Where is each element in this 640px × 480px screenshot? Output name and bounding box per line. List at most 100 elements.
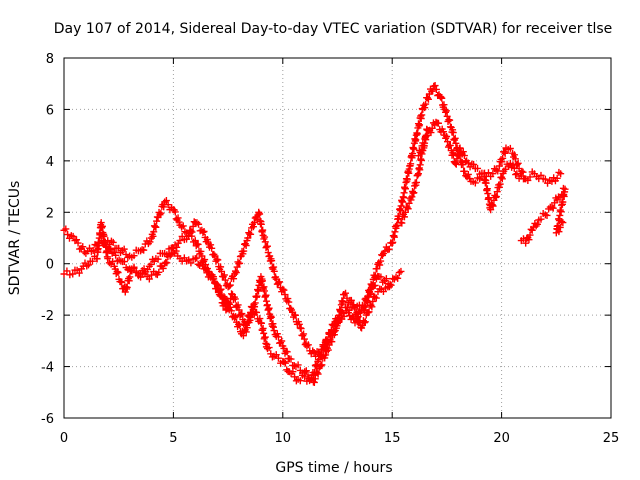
data-point-marker xyxy=(519,168,527,176)
data-point-marker xyxy=(137,273,145,281)
data-point-marker xyxy=(278,337,286,345)
data-point-marker xyxy=(519,175,527,183)
data-point-marker xyxy=(189,222,197,230)
data-point-marker xyxy=(364,299,372,307)
data-point-marker xyxy=(494,167,502,175)
data-point-marker xyxy=(284,295,292,303)
data-point-marker xyxy=(203,236,211,244)
data-point-marker xyxy=(532,222,540,230)
data-point-marker xyxy=(69,270,77,278)
data-point-marker xyxy=(496,180,504,188)
data-point-marker xyxy=(492,193,500,201)
data-point-marker xyxy=(471,179,479,187)
data-point-marker xyxy=(261,333,269,341)
data-point-marker xyxy=(240,247,248,255)
data-point-marker xyxy=(118,278,126,286)
data-point-marker xyxy=(437,93,445,101)
data-point-marker xyxy=(324,336,332,344)
data-point-marker xyxy=(399,212,407,220)
data-point-marker xyxy=(498,158,506,166)
data-point-marker xyxy=(360,319,368,327)
data-point-marker xyxy=(361,303,369,311)
data-point-marker xyxy=(339,297,347,305)
data-point-marker xyxy=(272,351,280,359)
data-point-marker xyxy=(355,301,363,309)
data-point-marker xyxy=(498,173,506,181)
data-point-marker xyxy=(482,179,490,187)
data-point-marker xyxy=(394,274,402,282)
data-point-marker xyxy=(492,193,500,201)
data-points xyxy=(60,82,569,386)
data-point-marker xyxy=(512,171,520,179)
data-point-marker xyxy=(89,247,97,255)
y-tick-label: -4 xyxy=(41,361,54,376)
data-point-marker xyxy=(262,244,270,252)
data-point-marker xyxy=(371,281,379,289)
data-point-marker xyxy=(428,124,436,132)
data-point-marker xyxy=(459,148,467,156)
data-point-marker xyxy=(197,247,205,255)
data-point-marker xyxy=(416,121,424,129)
data-point-marker xyxy=(511,155,519,163)
data-point-marker xyxy=(126,273,134,281)
data-point-marker xyxy=(74,239,82,247)
data-point-marker xyxy=(100,232,108,240)
data-point-marker xyxy=(120,258,128,266)
data-point-marker xyxy=(320,342,328,350)
data-point-marker xyxy=(524,176,532,184)
data-point-marker xyxy=(300,330,308,338)
data-point-marker xyxy=(207,241,215,249)
data-point-marker xyxy=(274,333,282,341)
data-point-marker xyxy=(456,144,464,152)
y-tick-label: 8 xyxy=(46,52,54,67)
data-point-marker xyxy=(413,172,421,180)
data-point-marker xyxy=(211,278,219,286)
data-point-marker xyxy=(176,237,184,245)
data-point-marker xyxy=(304,341,312,349)
data-point-marker xyxy=(262,291,270,299)
data-point-marker xyxy=(113,268,121,276)
data-point-marker xyxy=(429,87,437,95)
data-point-marker xyxy=(62,225,70,233)
data-point-marker xyxy=(557,170,565,178)
x-tick-label: 5 xyxy=(169,431,177,446)
data-point-marker xyxy=(330,320,338,328)
data-point-marker xyxy=(340,309,348,317)
data-point-marker xyxy=(232,313,240,321)
data-point-marker xyxy=(235,306,243,314)
data-point-marker xyxy=(559,191,567,199)
data-point-marker xyxy=(256,210,264,218)
data-point-marker xyxy=(150,222,158,230)
data-point-marker xyxy=(421,135,429,143)
series-SDTVAR-c xyxy=(99,208,394,360)
data-point-marker xyxy=(367,290,375,298)
data-point-marker xyxy=(120,245,128,253)
data-point-marker xyxy=(303,342,311,350)
data-point-marker xyxy=(123,283,131,291)
data-point-marker xyxy=(290,362,298,370)
data-point-marker xyxy=(297,325,305,333)
data-point-marker xyxy=(281,359,289,367)
series-SDTVAR-e xyxy=(397,125,431,227)
data-point-marker xyxy=(422,100,430,108)
data-point-marker xyxy=(264,249,272,257)
data-point-marker xyxy=(488,201,496,209)
data-point-marker xyxy=(311,375,319,383)
data-point-marker xyxy=(242,242,250,250)
data-point-marker xyxy=(183,235,191,243)
data-point-marker xyxy=(509,161,517,169)
data-point-marker xyxy=(150,228,158,236)
data-point-marker xyxy=(155,268,163,276)
data-point-marker xyxy=(280,358,288,366)
data-point-marker xyxy=(146,238,154,246)
data-point-marker xyxy=(533,220,541,228)
series-SDTVAR-d xyxy=(414,118,527,214)
data-point-marker xyxy=(369,297,377,305)
data-point-marker xyxy=(548,203,556,211)
data-point-marker xyxy=(495,183,503,191)
data-point-marker xyxy=(418,150,426,158)
data-point-marker xyxy=(273,330,281,338)
data-point-marker xyxy=(421,104,429,112)
data-point-marker xyxy=(217,263,225,271)
data-point-marker xyxy=(556,223,564,231)
